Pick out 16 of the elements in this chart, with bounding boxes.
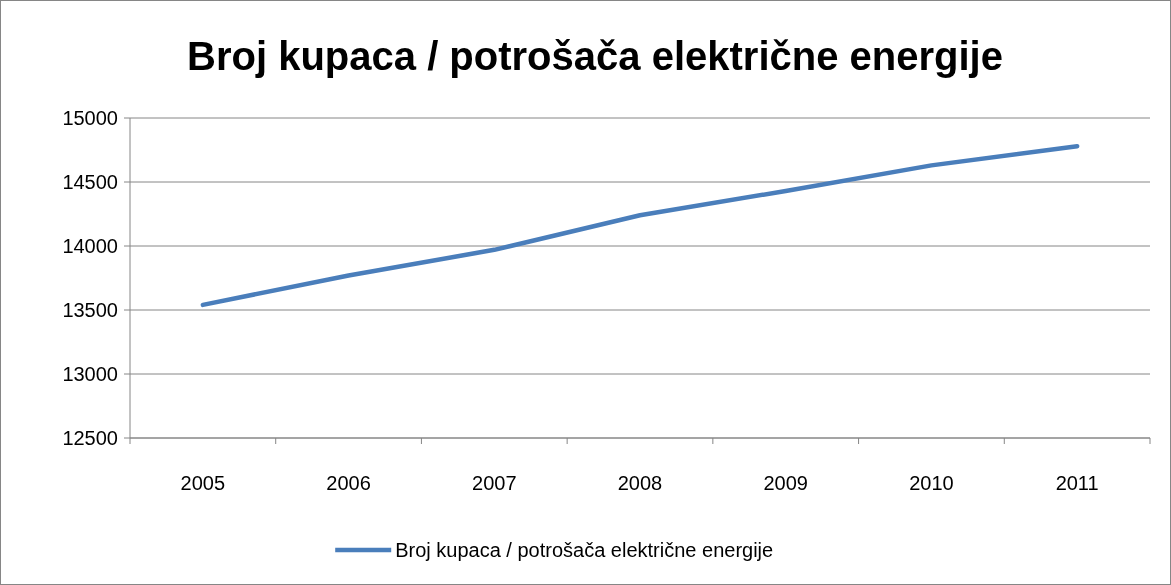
x-tick-label: 2010 (909, 472, 954, 494)
y-tick-label: 13000 (62, 363, 118, 385)
x-tick-label: 2006 (326, 472, 371, 494)
x-tick-label: 2005 (180, 472, 226, 494)
x-tick-label: 2011 (1055, 472, 1099, 494)
line-series (200, 143, 1080, 308)
y-tick-label: 14000 (62, 235, 118, 257)
legend-label: Broj kupaca / potrošača električne energije (395, 539, 774, 561)
x-tick-label: 2007 (472, 472, 517, 494)
y-tick-label: 13500 (62, 299, 118, 321)
x-tick-label: 2009 (763, 472, 808, 494)
x-tick-label: 2008 (617, 472, 663, 494)
y-tick-label: 12500 (62, 427, 118, 449)
y-tick-label: 14500 (62, 171, 118, 193)
chart-title: Broj kupaca / potrošača električne energije (187, 34, 1003, 78)
y-tick-label: 15000 (62, 107, 118, 129)
